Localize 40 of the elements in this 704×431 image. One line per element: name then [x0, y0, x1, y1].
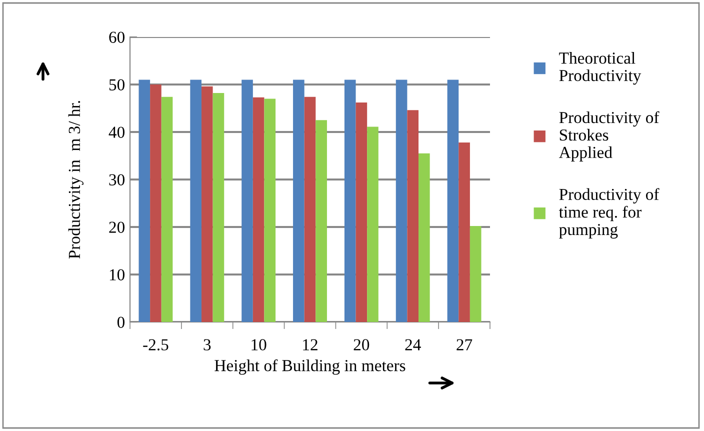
bar [344, 80, 356, 322]
bar [304, 96, 316, 322]
y-tick-label: 10 [110, 269, 125, 280]
y-tick-label: 30 [109, 174, 125, 186]
bar [212, 93, 224, 322]
x-tick-label: 12 [303, 339, 318, 350]
bar [407, 110, 419, 322]
bar [470, 226, 482, 322]
y-tick-label: 50 [109, 79, 125, 90]
bar [396, 80, 408, 322]
legend-label: Productivity of time req. for pumping [558, 188, 660, 239]
bar [242, 80, 253, 322]
bar [252, 97, 264, 322]
bar [138, 80, 150, 322]
x-tick-label: 27 [456, 339, 472, 350]
bar [161, 96, 173, 322]
bar [418, 153, 430, 322]
x-tick-label: -2.5 [143, 339, 168, 350]
x-tick-label: 24 [405, 339, 421, 350]
x-axis-title: Height of Building in meters [214, 359, 406, 375]
y-tick-label: 20 [109, 222, 125, 233]
bar [201, 86, 213, 322]
y-tick-label: 60 [109, 32, 125, 43]
bar [316, 120, 327, 322]
bar [458, 142, 470, 322]
bar [150, 84, 162, 322]
legend-label: Theorotical Productivity [559, 52, 642, 85]
bar [293, 80, 304, 322]
bar [356, 102, 368, 322]
bar [447, 80, 459, 322]
y-axis-title: Productivity in m 3/ hr. [68, 100, 84, 259]
y-tick-label: 0 [117, 316, 125, 328]
x-tick-label: 20 [354, 339, 370, 350]
y-tick-label: 40 [108, 126, 125, 138]
legend-label: Productivity of Strokes Applied [558, 111, 660, 162]
bar [190, 80, 202, 322]
bar [367, 126, 378, 322]
bar [264, 98, 276, 322]
x-tick-label: 10 [252, 339, 266, 350]
x-tick-label: 3 [204, 339, 211, 350]
